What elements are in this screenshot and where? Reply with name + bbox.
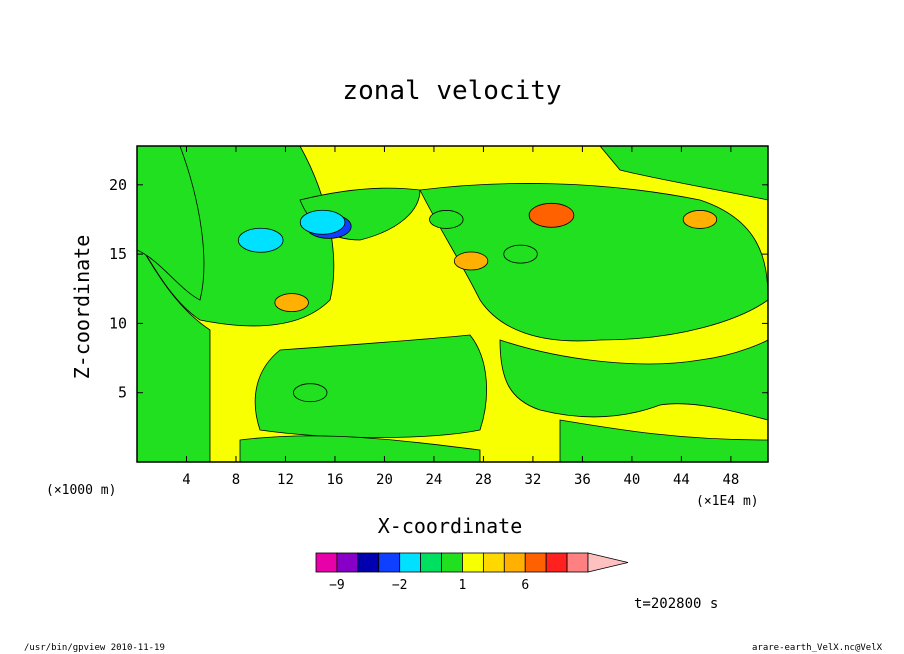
x-tick-label-6: 28	[475, 472, 492, 488]
colorbar-swatch-11	[545, 552, 568, 573]
x-tick-label-9: 40	[623, 472, 640, 488]
colorbar-swatch-3	[378, 552, 401, 573]
colorbar-label-2: 1	[459, 578, 467, 593]
chart-title: zonal velocity	[342, 76, 562, 106]
y-tick-label-2: 15	[109, 245, 127, 263]
y-tick-label-1: 10	[109, 314, 127, 332]
footer-program: /usr/bin/gpview 2010-11-19	[24, 643, 165, 653]
x-tick-label-5: 24	[426, 472, 443, 488]
x-tick-label-2: 12	[277, 472, 294, 488]
x-tick-label-4: 20	[376, 472, 393, 488]
contour-feature-3	[429, 210, 464, 229]
x-unit-label: (×1000 m)	[46, 483, 117, 498]
colorbar-swatch-2	[357, 552, 380, 573]
contour-feature-2	[237, 227, 284, 253]
contour-field	[137, 146, 768, 462]
x-axis-label: X-coordinate	[377, 514, 523, 538]
field-region-2	[254, 334, 487, 438]
x-tick-label-1: 8	[232, 472, 240, 488]
field-region-6	[239, 435, 481, 462]
colorbar-swatch-10	[524, 552, 547, 573]
x-tick-label-11: 48	[722, 472, 739, 488]
colorbar-label-0: −9	[329, 578, 345, 593]
x-tick-label-3: 16	[327, 472, 344, 488]
x-tick-label-7: 32	[524, 472, 541, 488]
field-region-4	[499, 339, 768, 421]
colorbar-swatch-6	[441, 552, 463, 573]
y-tick-label-3: 20	[109, 176, 127, 194]
contour-feature-8	[682, 210, 718, 229]
colorbar-swatch-12	[566, 552, 589, 573]
colorbar-swatch-7	[462, 552, 484, 573]
x-tick-label-10: 44	[673, 472, 690, 488]
colorbar-label-3: 6	[521, 578, 529, 593]
colorbar-swatch-8	[482, 552, 505, 573]
plot-frame	[136, 145, 769, 463]
colorbar-swatch-1	[336, 552, 359, 573]
field-region-3	[419, 183, 768, 342]
contour-feature-5	[293, 383, 328, 403]
y-axis-label: Z-coordinate	[70, 234, 94, 380]
contour-feature-9	[453, 251, 489, 271]
colorbar-swatch-4	[399, 552, 422, 573]
time-label: t=202800 s	[634, 596, 719, 612]
contour-feature-1	[299, 209, 346, 235]
footer-source: arare-earth_VelX.nc@VelX	[752, 643, 883, 653]
contour-feature-6	[528, 202, 575, 228]
x-axis: 4 8 12 16 20 24 28 32 36 40 44 48	[182, 146, 739, 488]
field-region-9	[137, 146, 205, 301]
y-axis: 5 10 15 20	[109, 176, 768, 402]
x-tick-label-0: 4	[182, 472, 190, 488]
colorbar-swatch-5	[420, 552, 442, 573]
z-unit-label: (×1E4 m)	[696, 494, 759, 509]
x-tick-label-8: 36	[574, 472, 591, 488]
colorbar-swatch-9	[503, 552, 526, 573]
colorbar: −9 −2 1 6	[315, 552, 629, 593]
colorbar-swatch-0	[315, 552, 338, 573]
y-tick-label-0: 5	[118, 384, 127, 402]
field-region-1	[137, 239, 211, 462]
colorbar-extend-arrow	[587, 552, 629, 573]
colorbar-label-1: −2	[392, 578, 408, 593]
contour-feature-4	[503, 244, 538, 264]
contour-feature-7	[274, 293, 309, 313]
